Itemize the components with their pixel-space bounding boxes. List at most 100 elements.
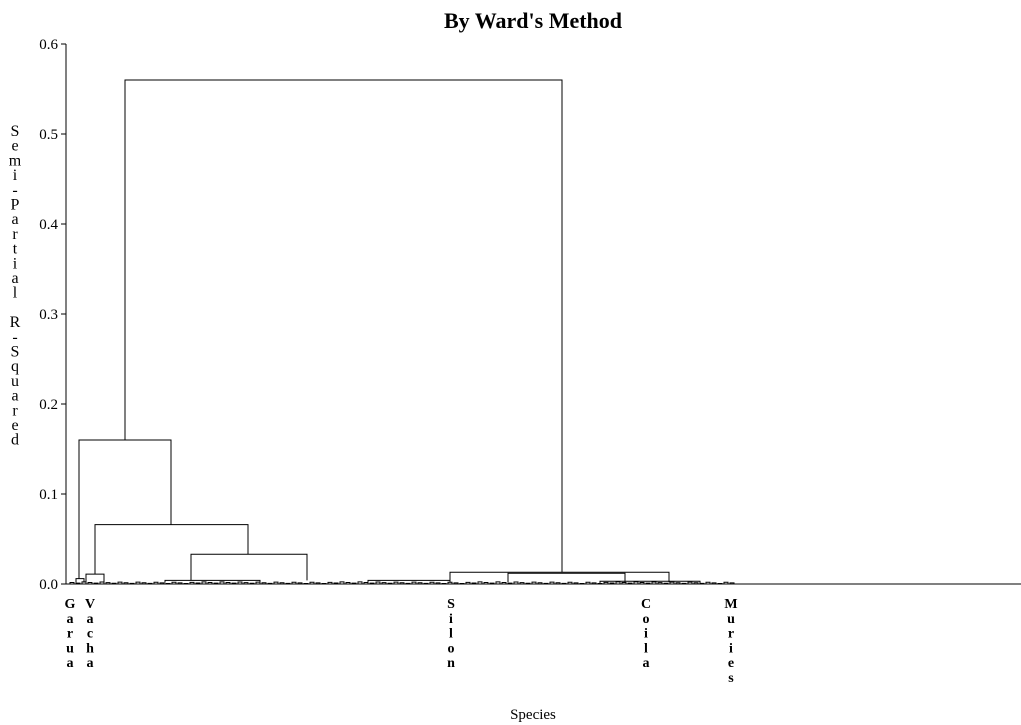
leaf-merge <box>561 582 567 584</box>
leaf-merge <box>639 582 645 584</box>
leaf-label-char: a <box>643 656 650 671</box>
leaf-merge <box>267 582 273 584</box>
leaf-merge <box>165 582 171 584</box>
leaf-label-char: a <box>67 612 74 627</box>
leaf-label-char: h <box>86 641 94 656</box>
leaf-merge <box>513 581 519 584</box>
leaf-label-char: u <box>66 641 74 656</box>
leaf-merge <box>315 582 321 584</box>
leaf-merge <box>501 582 507 584</box>
leaf-merge <box>303 582 309 584</box>
leaf-merge <box>411 581 417 584</box>
leaf-merge <box>621 581 627 584</box>
y-label-char: q <box>11 358 19 375</box>
leaf-label-char: r <box>728 627 734 642</box>
leaf-label-char: i <box>449 612 453 627</box>
chart-title: By Ward's Method <box>444 8 622 33</box>
leaf-label-char: i <box>644 627 648 642</box>
leaf-merge <box>129 582 135 584</box>
merge-left <box>78 439 172 579</box>
y-label-char: S <box>11 344 20 361</box>
leaf-label-char: a <box>87 656 94 671</box>
leaf-label-char: l <box>449 627 453 642</box>
leaf-merge <box>273 581 279 584</box>
leaf-merge <box>633 581 639 584</box>
leaf-label-char: c <box>87 627 93 642</box>
y-axis: 0.0 0.1 0.2 0.3 0.4 0.5 0.6 <box>39 37 1021 593</box>
y-label-char: R <box>10 314 21 331</box>
leaf-merge <box>189 581 195 584</box>
leaf-merge <box>231 582 237 584</box>
leaf-merge <box>669 581 675 584</box>
y-tick-label: 0.4 <box>39 217 58 233</box>
leaf-merge <box>549 581 555 584</box>
leaf-merge <box>543 582 549 584</box>
y-label-char: m <box>9 152 22 169</box>
leaf-merge <box>105 582 111 584</box>
leaf-merge <box>243 582 249 584</box>
leaf-merge <box>675 582 681 584</box>
leaf-merge <box>609 582 615 584</box>
y-tick-label: 0.0 <box>39 577 58 593</box>
y-label-char: - <box>12 329 17 346</box>
leaf-label-char: s <box>728 671 734 686</box>
leaf-merge <box>381 582 387 584</box>
leaf-merge <box>471 582 477 584</box>
leaf-merge <box>627 582 633 584</box>
leaf-merge <box>525 582 531 584</box>
leaf-merge <box>99 581 105 584</box>
leaf-merge <box>717 582 723 584</box>
x-axis-label: Species <box>510 707 556 723</box>
leaf-merge <box>339 581 345 584</box>
y-label-char: i <box>13 255 18 272</box>
merge-right <box>449 571 670 583</box>
leaf-merge <box>345 581 351 584</box>
y-label-char: t <box>13 241 18 258</box>
leaf-merge <box>285 582 291 584</box>
leaf-merge <box>219 581 225 584</box>
leaf-label-char: i <box>729 641 733 656</box>
leaf-merge <box>585 581 591 584</box>
leaf-merge <box>615 581 621 584</box>
leaf-merge <box>693 582 699 584</box>
y-label-char: l <box>13 285 18 302</box>
leaf-merge <box>417 582 423 584</box>
leaf-merge <box>495 581 501 584</box>
leaf-merge <box>123 582 129 584</box>
leaf-merge <box>729 582 735 584</box>
leaf-label-char: M <box>724 597 737 612</box>
leaf-merge <box>531 581 537 584</box>
y-label-char: a <box>11 270 18 287</box>
leaf-merge <box>477 581 483 584</box>
leaf-merge <box>519 582 525 584</box>
leaf-merge <box>567 581 573 584</box>
y-label-char: r <box>12 226 18 243</box>
leaf-merge <box>435 582 441 584</box>
merge-garua <box>75 578 85 583</box>
merge-root <box>124 79 563 573</box>
leaf-merge <box>423 582 429 584</box>
leaf-merge <box>177 582 183 584</box>
leaf-merge <box>711 582 717 584</box>
leaf-merge <box>555 582 561 584</box>
leaf-merge <box>201 581 207 584</box>
merge-vacha <box>85 573 105 583</box>
merge-silon-coila <box>507 572 626 583</box>
leaf-merge <box>171 581 177 584</box>
leaf-label-char: C <box>641 597 651 612</box>
leaf-merge <box>357 581 363 584</box>
y-label-char: a <box>11 211 18 228</box>
leaf-label-char: V <box>85 597 95 612</box>
leaf-merge <box>657 582 663 584</box>
leaf-merge <box>261 582 267 584</box>
leaf-merge <box>135 581 141 584</box>
merge-mid-a <box>190 553 308 581</box>
y-label-char: - <box>12 182 17 199</box>
leaf-merge <box>291 581 297 584</box>
leaf-merge <box>195 582 201 584</box>
leaf-merge <box>375 581 381 584</box>
